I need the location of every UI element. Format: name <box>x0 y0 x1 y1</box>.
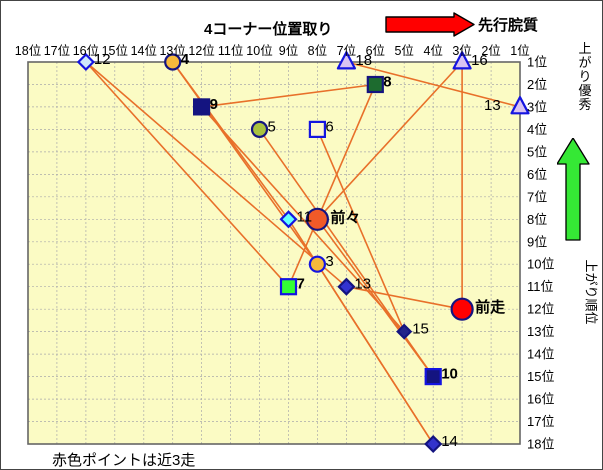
svg-text:5位: 5位 <box>527 144 547 159</box>
svg-text:7位: 7位 <box>527 189 547 204</box>
svg-text:3: 3 <box>325 253 333 270</box>
svg-text:4位: 4位 <box>423 43 442 58</box>
svg-text:15位: 15位 <box>102 43 128 58</box>
svg-text:14位: 14位 <box>131 43 157 58</box>
svg-text:17位: 17位 <box>44 43 70 58</box>
svg-text:9位: 9位 <box>279 43 298 58</box>
svg-text:15位: 15位 <box>527 369 554 384</box>
svg-text:12位: 12位 <box>188 43 214 58</box>
svg-text:7: 7 <box>297 276 305 293</box>
svg-text:14位: 14位 <box>527 347 554 362</box>
svg-text:3位: 3位 <box>452 43 471 58</box>
svg-text:13: 13 <box>484 97 501 114</box>
svg-text:6位: 6位 <box>527 167 547 182</box>
svg-text:前走: 前走 <box>475 298 505 316</box>
svg-text:12位: 12位 <box>527 302 554 317</box>
svg-text:9位: 9位 <box>527 234 547 249</box>
svg-text:15: 15 <box>412 321 429 338</box>
svg-text:18位: 18位 <box>527 437 554 452</box>
svg-text:18位: 18位 <box>15 43 41 58</box>
svg-text:11位: 11位 <box>218 43 243 58</box>
svg-text:17位: 17位 <box>527 414 554 429</box>
svg-text:11位: 11位 <box>527 279 554 294</box>
svg-text:2位: 2位 <box>481 43 500 58</box>
svg-text:8位: 8位 <box>527 212 547 227</box>
svg-text:6位: 6位 <box>366 43 385 58</box>
svg-text:前々: 前々 <box>330 208 360 226</box>
svg-text:8: 8 <box>383 74 391 91</box>
svg-text:7位: 7位 <box>337 43 356 58</box>
svg-text:9: 9 <box>210 96 218 113</box>
svg-text:11: 11 <box>297 208 313 225</box>
svg-text:10: 10 <box>441 366 458 383</box>
svg-text:4位: 4位 <box>527 122 547 137</box>
svg-text:1位: 1位 <box>527 55 547 70</box>
svg-text:2位: 2位 <box>527 77 547 92</box>
svg-text:10位: 10位 <box>246 43 272 58</box>
svg-text:8位: 8位 <box>308 43 327 58</box>
svg-text:10位: 10位 <box>527 257 554 272</box>
svg-text:16位: 16位 <box>73 43 99 58</box>
svg-text:5位: 5位 <box>394 43 413 58</box>
svg-text:13位: 13位 <box>159 43 185 58</box>
svg-text:14: 14 <box>441 433 458 450</box>
svg-text:16位: 16位 <box>527 392 554 407</box>
svg-text:5: 5 <box>268 118 276 135</box>
svg-text:6: 6 <box>325 118 333 135</box>
svg-text:13: 13 <box>354 276 371 293</box>
svg-text:3位: 3位 <box>527 99 547 114</box>
svg-text:13位: 13位 <box>527 324 554 339</box>
